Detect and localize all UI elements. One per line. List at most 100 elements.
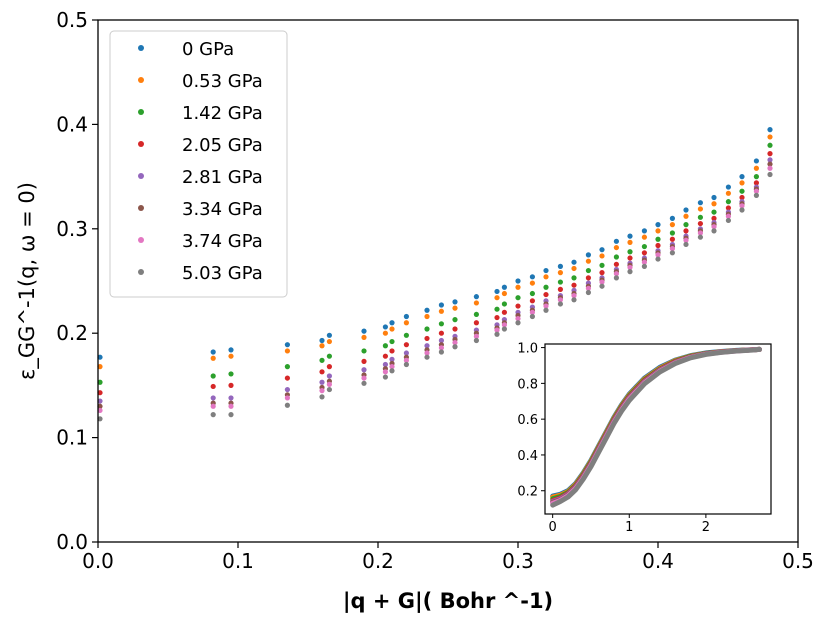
data-point bbox=[389, 326, 395, 332]
data-point bbox=[753, 180, 760, 186]
data-point bbox=[767, 165, 773, 171]
data-point bbox=[599, 270, 605, 276]
data-point bbox=[669, 222, 676, 228]
series-0 bbox=[97, 127, 773, 360]
data-point bbox=[97, 390, 103, 396]
data-point bbox=[739, 174, 745, 180]
legend-item[interactable]: 2.05 GPa bbox=[138, 135, 263, 156]
data-point bbox=[424, 335, 430, 342]
legend-item[interactable]: 3.34 GPa bbox=[138, 199, 263, 220]
x-axis-label: |q + G|( Bohr ^-1) bbox=[343, 589, 553, 614]
data-point bbox=[739, 188, 745, 194]
legend-item[interactable]: 2.81 GPa bbox=[138, 167, 263, 188]
data-point bbox=[697, 230, 704, 236]
legend-item[interactable]: 5.03 GPa bbox=[138, 263, 263, 284]
legend[interactable]: 0 GPa 0.53 GPa 1.42 GPa 2.05 GPa 2.81 GPa 3.3… bbox=[109, 30, 288, 298]
data-point bbox=[97, 403, 103, 409]
data-point bbox=[389, 348, 395, 354]
data-point bbox=[683, 228, 689, 234]
data-point bbox=[494, 314, 500, 321]
data-point bbox=[424, 354, 430, 360]
data-point bbox=[382, 343, 388, 349]
legend-item[interactable]: 3.74 GPa bbox=[138, 231, 263, 252]
legend-marker bbox=[138, 141, 144, 147]
data-point bbox=[585, 285, 592, 291]
data-point bbox=[473, 333, 479, 339]
data-point bbox=[319, 343, 325, 349]
main-plot: 0.0 0.1 0.2 0.3 0.4 0.5 0.0 0.1 0.2 0.3 0.4 0.5 |q +… bbox=[15, 8, 814, 614]
data-point bbox=[767, 157, 773, 163]
data-point bbox=[529, 274, 536, 280]
data-point bbox=[501, 284, 507, 290]
data-point bbox=[473, 294, 479, 300]
data-point bbox=[228, 382, 234, 388]
data-point bbox=[697, 214, 704, 220]
data-point bbox=[753, 174, 760, 180]
data-point bbox=[767, 127, 773, 133]
data-point bbox=[501, 326, 507, 332]
data-point bbox=[361, 380, 367, 386]
legend-label: 5.03 GPa bbox=[182, 263, 263, 284]
data-point bbox=[529, 280, 536, 286]
data-point bbox=[641, 259, 648, 265]
legend-item[interactable]: 0 GPa bbox=[138, 39, 234, 60]
y-tick-label: 0.3 bbox=[56, 217, 88, 241]
data-point bbox=[543, 284, 549, 290]
data-point bbox=[683, 207, 689, 213]
data-point bbox=[543, 307, 549, 313]
data-point bbox=[473, 337, 479, 344]
data-point bbox=[529, 298, 536, 304]
x-tick-label: 0.5 bbox=[782, 549, 814, 573]
data-point bbox=[515, 284, 521, 290]
y-tick-label: 0.5 bbox=[56, 8, 88, 32]
x-tick-label: 0.3 bbox=[502, 549, 534, 573]
data-point bbox=[438, 308, 444, 314]
data-point bbox=[228, 403, 234, 409]
data-point bbox=[326, 364, 332, 370]
data-point bbox=[599, 279, 605, 285]
legend-marker bbox=[138, 45, 144, 51]
data-point bbox=[753, 188, 760, 194]
legend-item[interactable]: 1.42 GPa bbox=[138, 103, 263, 124]
data-point bbox=[739, 194, 745, 201]
data-point bbox=[571, 265, 577, 272]
data-point bbox=[669, 215, 676, 221]
data-point bbox=[210, 395, 216, 401]
data-point bbox=[452, 339, 458, 346]
series-7 bbox=[97, 171, 773, 422]
data-point bbox=[725, 205, 732, 211]
data-point bbox=[669, 250, 676, 256]
data-point bbox=[494, 327, 500, 333]
data-point bbox=[97, 364, 103, 370]
data-point bbox=[753, 158, 760, 164]
data-point bbox=[494, 295, 500, 301]
data-point bbox=[97, 416, 103, 422]
data-point bbox=[403, 320, 409, 326]
data-point bbox=[210, 355, 216, 361]
data-point bbox=[382, 353, 388, 359]
legend-item[interactable]: 0.53 GPa bbox=[138, 71, 263, 92]
y-tick-label: 0.0 bbox=[56, 530, 88, 554]
data-point bbox=[767, 151, 773, 157]
data-point bbox=[585, 267, 592, 274]
data-point bbox=[725, 213, 732, 219]
data-point bbox=[210, 412, 216, 418]
data-point bbox=[473, 320, 479, 326]
data-point bbox=[655, 256, 661, 262]
data-point bbox=[97, 407, 103, 414]
data-point bbox=[697, 220, 704, 227]
data-point bbox=[613, 275, 620, 281]
inset-x-tick-label: 2 bbox=[702, 520, 710, 535]
data-point bbox=[382, 369, 388, 375]
data-point bbox=[361, 334, 367, 340]
data-point bbox=[655, 228, 661, 234]
data-point bbox=[210, 383, 216, 390]
data-point bbox=[613, 244, 620, 251]
data-point bbox=[494, 288, 500, 295]
data-point bbox=[452, 326, 458, 332]
data-point bbox=[361, 358, 367, 364]
data-point bbox=[725, 199, 732, 205]
data-point bbox=[284, 395, 290, 401]
data-point bbox=[210, 373, 216, 379]
data-point bbox=[424, 350, 430, 356]
